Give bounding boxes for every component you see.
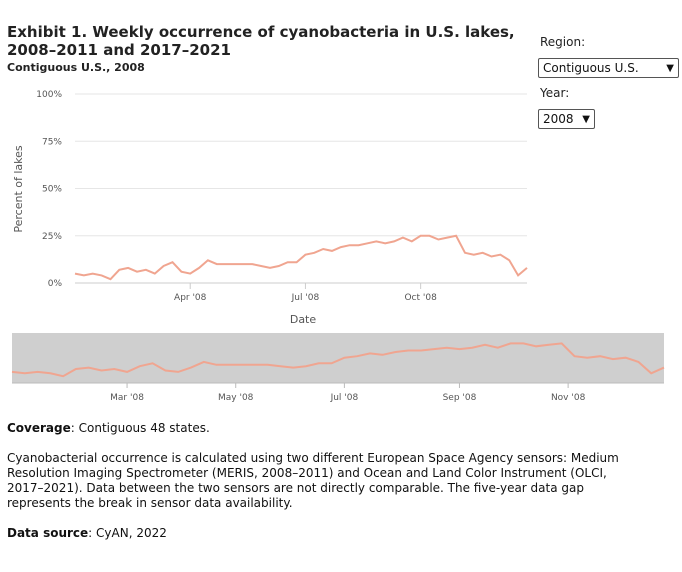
main-chart: 0% 25% 50% 75% 100% Apr '08 Jul '08 Oct '08 Pe… bbox=[12, 90, 528, 326]
chart-title: Exhibit 1. Weekly occurrence of cyanobac… bbox=[7, 23, 515, 59]
chevron-down-icon: ▼ bbox=[582, 113, 590, 125]
year-label: Year: bbox=[540, 86, 570, 100]
x-axis-ticks: Apr '08 Jul '08 Oct '08 bbox=[174, 283, 437, 303]
navigator-series-line bbox=[11, 342, 665, 378]
y-tick-label: 0% bbox=[48, 279, 63, 289]
source-label: Data source bbox=[7, 526, 89, 540]
navigator-ticks: Mar '08 May '08 Jul '08 Sep '08 Nov '08 bbox=[110, 383, 586, 403]
navigator-tick-label: Sep '08 bbox=[443, 393, 477, 403]
source-text: : CyAN, 2022 bbox=[88, 526, 167, 540]
x-tick-label: Apr '08 bbox=[174, 293, 207, 303]
chevron-down-icon: ▼ bbox=[666, 62, 674, 74]
x-tick-label: Oct '08 bbox=[404, 293, 437, 303]
description-note: Cyanobacterial occurrence is calculated … bbox=[7, 451, 619, 510]
x-tick-label: Jul '08 bbox=[291, 293, 320, 303]
coverage-note: Coverage: Contiguous 48 states. bbox=[7, 421, 627, 436]
navigator-tick-label: Nov '08 bbox=[551, 393, 586, 403]
y-grid: 0% 25% 50% 75% 100% bbox=[36, 90, 527, 289]
series-line bbox=[74, 234, 528, 281]
y-tick-label: 75% bbox=[42, 137, 62, 147]
x-axis-label: Date bbox=[290, 313, 317, 326]
navigator-selection[interactable] bbox=[12, 333, 664, 383]
chart-subtitle: Contiguous U.S., 2008 bbox=[7, 61, 145, 74]
year-select-value: 2008 bbox=[543, 112, 574, 126]
region-label: Region: bbox=[540, 35, 586, 49]
navigator-tick-label: Jul '08 bbox=[330, 393, 359, 403]
navigator[interactable]: Mar '08 May '08 Jul '08 Sep '08 Nov '08 bbox=[0, 330, 682, 410]
coverage-text: : Contiguous 48 states. bbox=[70, 421, 210, 435]
coverage-label: Coverage bbox=[7, 421, 71, 435]
y-tick-label: 100% bbox=[36, 90, 62, 100]
year-select[interactable]: 2008 ▼ bbox=[538, 109, 595, 129]
source-note: Data source: CyAN, 2022 bbox=[7, 526, 627, 541]
region-select[interactable]: Contiguous U.S. ▼ bbox=[538, 58, 679, 78]
y-tick-label: 25% bbox=[42, 232, 62, 242]
region-select-value: Contiguous U.S. bbox=[543, 61, 639, 75]
navigator-tick-label: May '08 bbox=[218, 393, 254, 403]
navigator-tick-label: Mar '08 bbox=[110, 393, 144, 403]
y-axis-label: Percent of lakes bbox=[12, 145, 25, 233]
y-tick-label: 50% bbox=[42, 185, 62, 195]
